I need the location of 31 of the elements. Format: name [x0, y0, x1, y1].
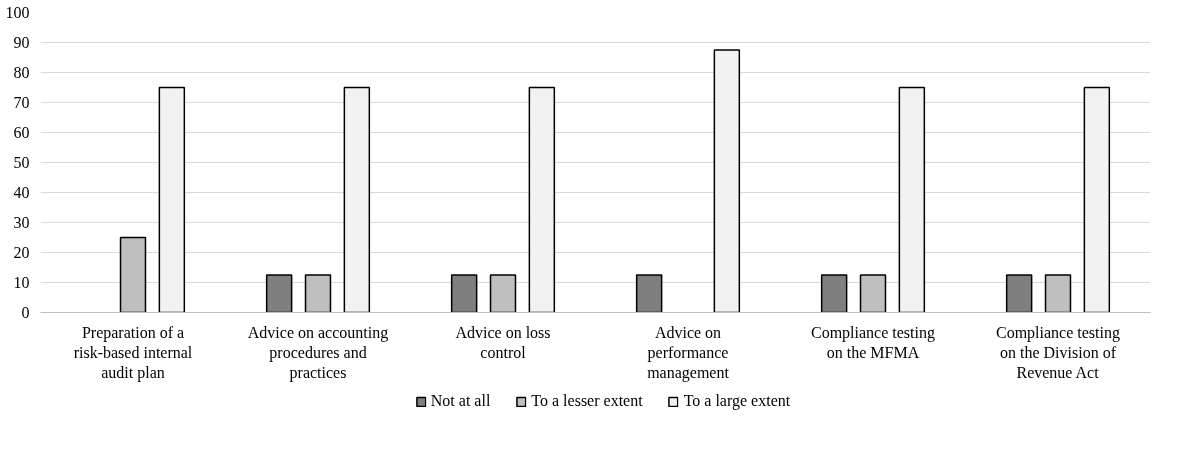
bar [265, 274, 293, 313]
bar [343, 86, 371, 313]
bar [635, 274, 663, 313]
bar [820, 274, 848, 313]
x-tick-label: Advice on loss control [455, 323, 551, 361]
y-tick-label: 10 [13, 274, 30, 291]
y-tick-label: 40 [13, 184, 30, 201]
x-tick-label: Preparation of a risk-based internal audit plan [73, 323, 193, 383]
y-tick-label: 30 [13, 214, 30, 231]
bar [1005, 274, 1033, 313]
x-tick-label: Advice on performance management [647, 323, 730, 383]
y-tick-label: 80 [13, 64, 30, 81]
legend-label: To a lesser extent [531, 392, 643, 410]
legend-label: Not at all [430, 392, 491, 410]
x-tick-label: Compliance testing on the Division of Revenue Act [996, 323, 1120, 382]
bar [158, 86, 186, 313]
bar [713, 49, 741, 313]
y-tick-label: 100 [5, 4, 30, 21]
x-tick-label: Advice on accounting procedures and practices [247, 323, 389, 383]
y-tick-label: 90 [13, 34, 30, 51]
bar [450, 274, 478, 313]
x-tick-label: Compliance testing on the MFMA [811, 323, 935, 361]
bar [898, 86, 926, 313]
bar [528, 86, 556, 313]
legend-label: To a large extent [683, 392, 791, 410]
y-tick-label: 0 [21, 304, 30, 321]
y-tick-label: 60 [13, 124, 30, 141]
y-tick-label: 70 [13, 94, 30, 111]
y-tick-label: 20 [13, 244, 30, 261]
bar [1083, 86, 1111, 313]
y-tick-label: 50 [13, 154, 30, 171]
